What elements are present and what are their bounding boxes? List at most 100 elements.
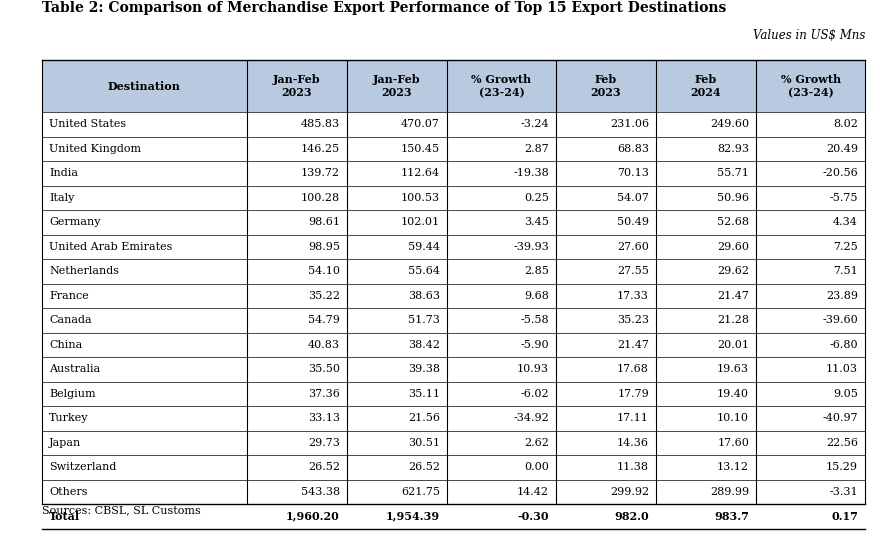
Text: 112.64: 112.64 bbox=[401, 168, 440, 178]
Text: 3.45: 3.45 bbox=[524, 217, 549, 227]
Text: 29.73: 29.73 bbox=[308, 438, 340, 448]
Text: 17.11: 17.11 bbox=[617, 413, 649, 423]
Text: 50.49: 50.49 bbox=[617, 217, 649, 227]
Bar bbox=[42, 112, 865, 137]
Text: -5.58: -5.58 bbox=[520, 315, 549, 325]
Bar bbox=[42, 161, 865, 186]
Text: 54.10: 54.10 bbox=[308, 266, 340, 276]
Text: 11.38: 11.38 bbox=[617, 462, 649, 472]
Text: 21.47: 21.47 bbox=[617, 340, 649, 350]
Text: 52.68: 52.68 bbox=[717, 217, 749, 227]
Text: 7.25: 7.25 bbox=[834, 242, 858, 252]
Text: 39.38: 39.38 bbox=[408, 364, 440, 374]
Bar bbox=[42, 234, 865, 259]
Text: China: China bbox=[49, 340, 82, 350]
Bar bbox=[42, 381, 865, 406]
Text: -34.92: -34.92 bbox=[513, 413, 549, 423]
Text: -5.90: -5.90 bbox=[520, 340, 549, 350]
Text: 35.23: 35.23 bbox=[617, 315, 649, 325]
Text: 23.89: 23.89 bbox=[826, 291, 858, 301]
Text: 40.83: 40.83 bbox=[308, 340, 340, 350]
Text: 21.47: 21.47 bbox=[717, 291, 749, 301]
Text: 19.40: 19.40 bbox=[717, 389, 749, 399]
Text: 98.95: 98.95 bbox=[308, 242, 340, 252]
Text: 8.02: 8.02 bbox=[833, 119, 858, 129]
Text: 17.79: 17.79 bbox=[617, 389, 649, 399]
Text: -3.24: -3.24 bbox=[520, 119, 549, 129]
Text: 13.12: 13.12 bbox=[717, 462, 749, 472]
Text: 19.63: 19.63 bbox=[717, 364, 749, 374]
Bar bbox=[42, 186, 865, 210]
Text: 35.22: 35.22 bbox=[308, 291, 340, 301]
Text: 621.75: 621.75 bbox=[401, 487, 440, 497]
Text: 2.62: 2.62 bbox=[524, 438, 549, 448]
Text: 249.60: 249.60 bbox=[710, 119, 749, 129]
Text: Turkey: Turkey bbox=[49, 413, 88, 423]
Text: -3.31: -3.31 bbox=[829, 487, 858, 497]
Text: 289.99: 289.99 bbox=[710, 487, 749, 497]
Text: 17.60: 17.60 bbox=[717, 438, 749, 448]
Text: 22.56: 22.56 bbox=[826, 438, 858, 448]
Text: 150.45: 150.45 bbox=[401, 144, 440, 154]
Bar bbox=[42, 137, 865, 161]
Text: Others: Others bbox=[49, 487, 88, 497]
Text: 17.68: 17.68 bbox=[617, 364, 649, 374]
Text: 70.13: 70.13 bbox=[617, 168, 649, 178]
Text: 20.01: 20.01 bbox=[717, 340, 749, 350]
Text: 35.11: 35.11 bbox=[408, 389, 440, 399]
Bar bbox=[42, 480, 865, 504]
Text: 485.83: 485.83 bbox=[301, 119, 340, 129]
Text: Netherlands: Netherlands bbox=[49, 266, 119, 276]
Text: 35.50: 35.50 bbox=[308, 364, 340, 374]
Text: 0.00: 0.00 bbox=[524, 462, 549, 472]
Text: 17.33: 17.33 bbox=[617, 291, 649, 301]
Text: 2.85: 2.85 bbox=[524, 266, 549, 276]
Text: 38.63: 38.63 bbox=[408, 291, 440, 301]
Text: Switzerland: Switzerland bbox=[49, 462, 116, 472]
Text: 470.07: 470.07 bbox=[401, 119, 440, 129]
Bar bbox=[42, 430, 865, 455]
Text: 21.28: 21.28 bbox=[717, 315, 749, 325]
Text: 14.42: 14.42 bbox=[517, 487, 549, 497]
Text: 7.51: 7.51 bbox=[834, 266, 858, 276]
Text: -6.02: -6.02 bbox=[520, 389, 549, 399]
Text: Australia: Australia bbox=[49, 364, 100, 374]
Bar bbox=[42, 406, 865, 430]
Text: 27.55: 27.55 bbox=[617, 266, 649, 276]
Text: Feb
2024: Feb 2024 bbox=[691, 74, 721, 98]
Text: 29.60: 29.60 bbox=[717, 242, 749, 252]
Text: Destination: Destination bbox=[108, 80, 181, 91]
Bar bbox=[42, 333, 865, 357]
Text: 299.92: 299.92 bbox=[610, 487, 649, 497]
Text: -5.75: -5.75 bbox=[829, 193, 858, 202]
Text: 26.52: 26.52 bbox=[408, 462, 440, 472]
Text: 10.10: 10.10 bbox=[717, 413, 749, 423]
Bar bbox=[42, 259, 865, 284]
Text: 982.0: 982.0 bbox=[614, 511, 649, 522]
Text: % Growth
(23-24): % Growth (23-24) bbox=[781, 74, 841, 98]
Text: -20.56: -20.56 bbox=[822, 168, 858, 178]
Text: 26.52: 26.52 bbox=[308, 462, 340, 472]
Text: 27.60: 27.60 bbox=[617, 242, 649, 252]
Bar bbox=[42, 284, 865, 308]
Text: 231.06: 231.06 bbox=[610, 119, 649, 129]
Text: Feb
2023: Feb 2023 bbox=[590, 74, 621, 98]
Text: 29.62: 29.62 bbox=[717, 266, 749, 276]
Text: India: India bbox=[49, 168, 78, 178]
Text: 68.83: 68.83 bbox=[617, 144, 649, 154]
Text: Japan: Japan bbox=[49, 438, 81, 448]
Text: -40.97: -40.97 bbox=[822, 413, 858, 423]
Text: 9.05: 9.05 bbox=[833, 389, 858, 399]
Text: 55.64: 55.64 bbox=[408, 266, 440, 276]
Text: Sources: CBSL, SL Customs: Sources: CBSL, SL Customs bbox=[42, 505, 201, 515]
Text: 0.25: 0.25 bbox=[524, 193, 549, 202]
Text: 50.96: 50.96 bbox=[717, 193, 749, 202]
Text: 9.68: 9.68 bbox=[524, 291, 549, 301]
Text: 1,954.39: 1,954.39 bbox=[386, 511, 440, 522]
Text: -19.38: -19.38 bbox=[513, 168, 549, 178]
Text: 543.38: 543.38 bbox=[301, 487, 340, 497]
Text: -39.93: -39.93 bbox=[513, 242, 549, 252]
Text: United States: United States bbox=[49, 119, 127, 129]
Text: United Kingdom: United Kingdom bbox=[49, 144, 141, 154]
Text: 15.29: 15.29 bbox=[826, 462, 858, 472]
